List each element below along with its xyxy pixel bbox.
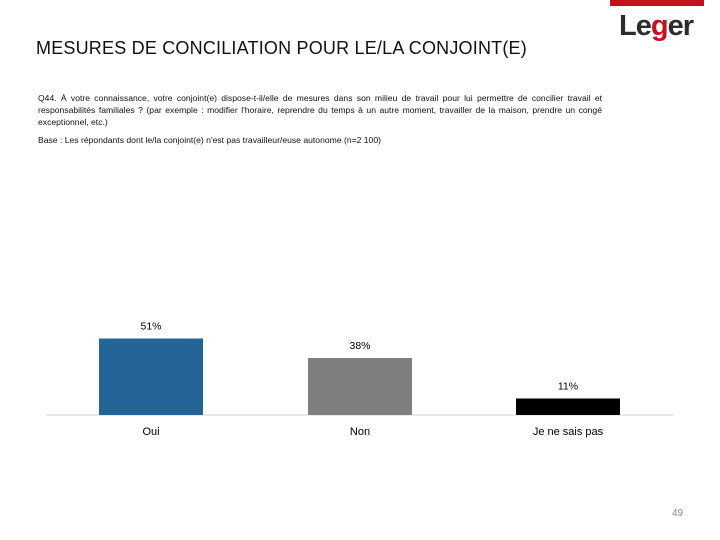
survey-base: Base : Les répondants dont le/la conjoin…	[38, 135, 381, 145]
category-label: Je ne sais pas	[533, 426, 604, 438]
survey-question: Q44. À votre connaissance, votre conjoin…	[38, 93, 602, 127]
page-number: 49	[672, 508, 684, 519]
logo-text-1: Le	[619, 10, 652, 42]
page-title: MESURES DE CONCILIATION POUR LE/LA CONJO…	[36, 38, 527, 58]
category-label: Oui	[142, 426, 159, 438]
value-label: 11%	[558, 381, 578, 393]
logo-text-2: er	[667, 10, 694, 42]
category-label: Non	[350, 426, 370, 438]
logo-text-g: g	[650, 10, 669, 42]
bar-non	[308, 358, 412, 415]
leger-logo: Leger	[610, 0, 704, 60]
logo-accent-bar	[610, 0, 704, 6]
bar-je-ne-sais-pas	[516, 398, 620, 415]
value-label: 51%	[140, 321, 161, 333]
logo-wordmark: Leger	[619, 10, 694, 43]
bar-oui	[99, 338, 203, 415]
value-label: 38%	[349, 340, 370, 352]
